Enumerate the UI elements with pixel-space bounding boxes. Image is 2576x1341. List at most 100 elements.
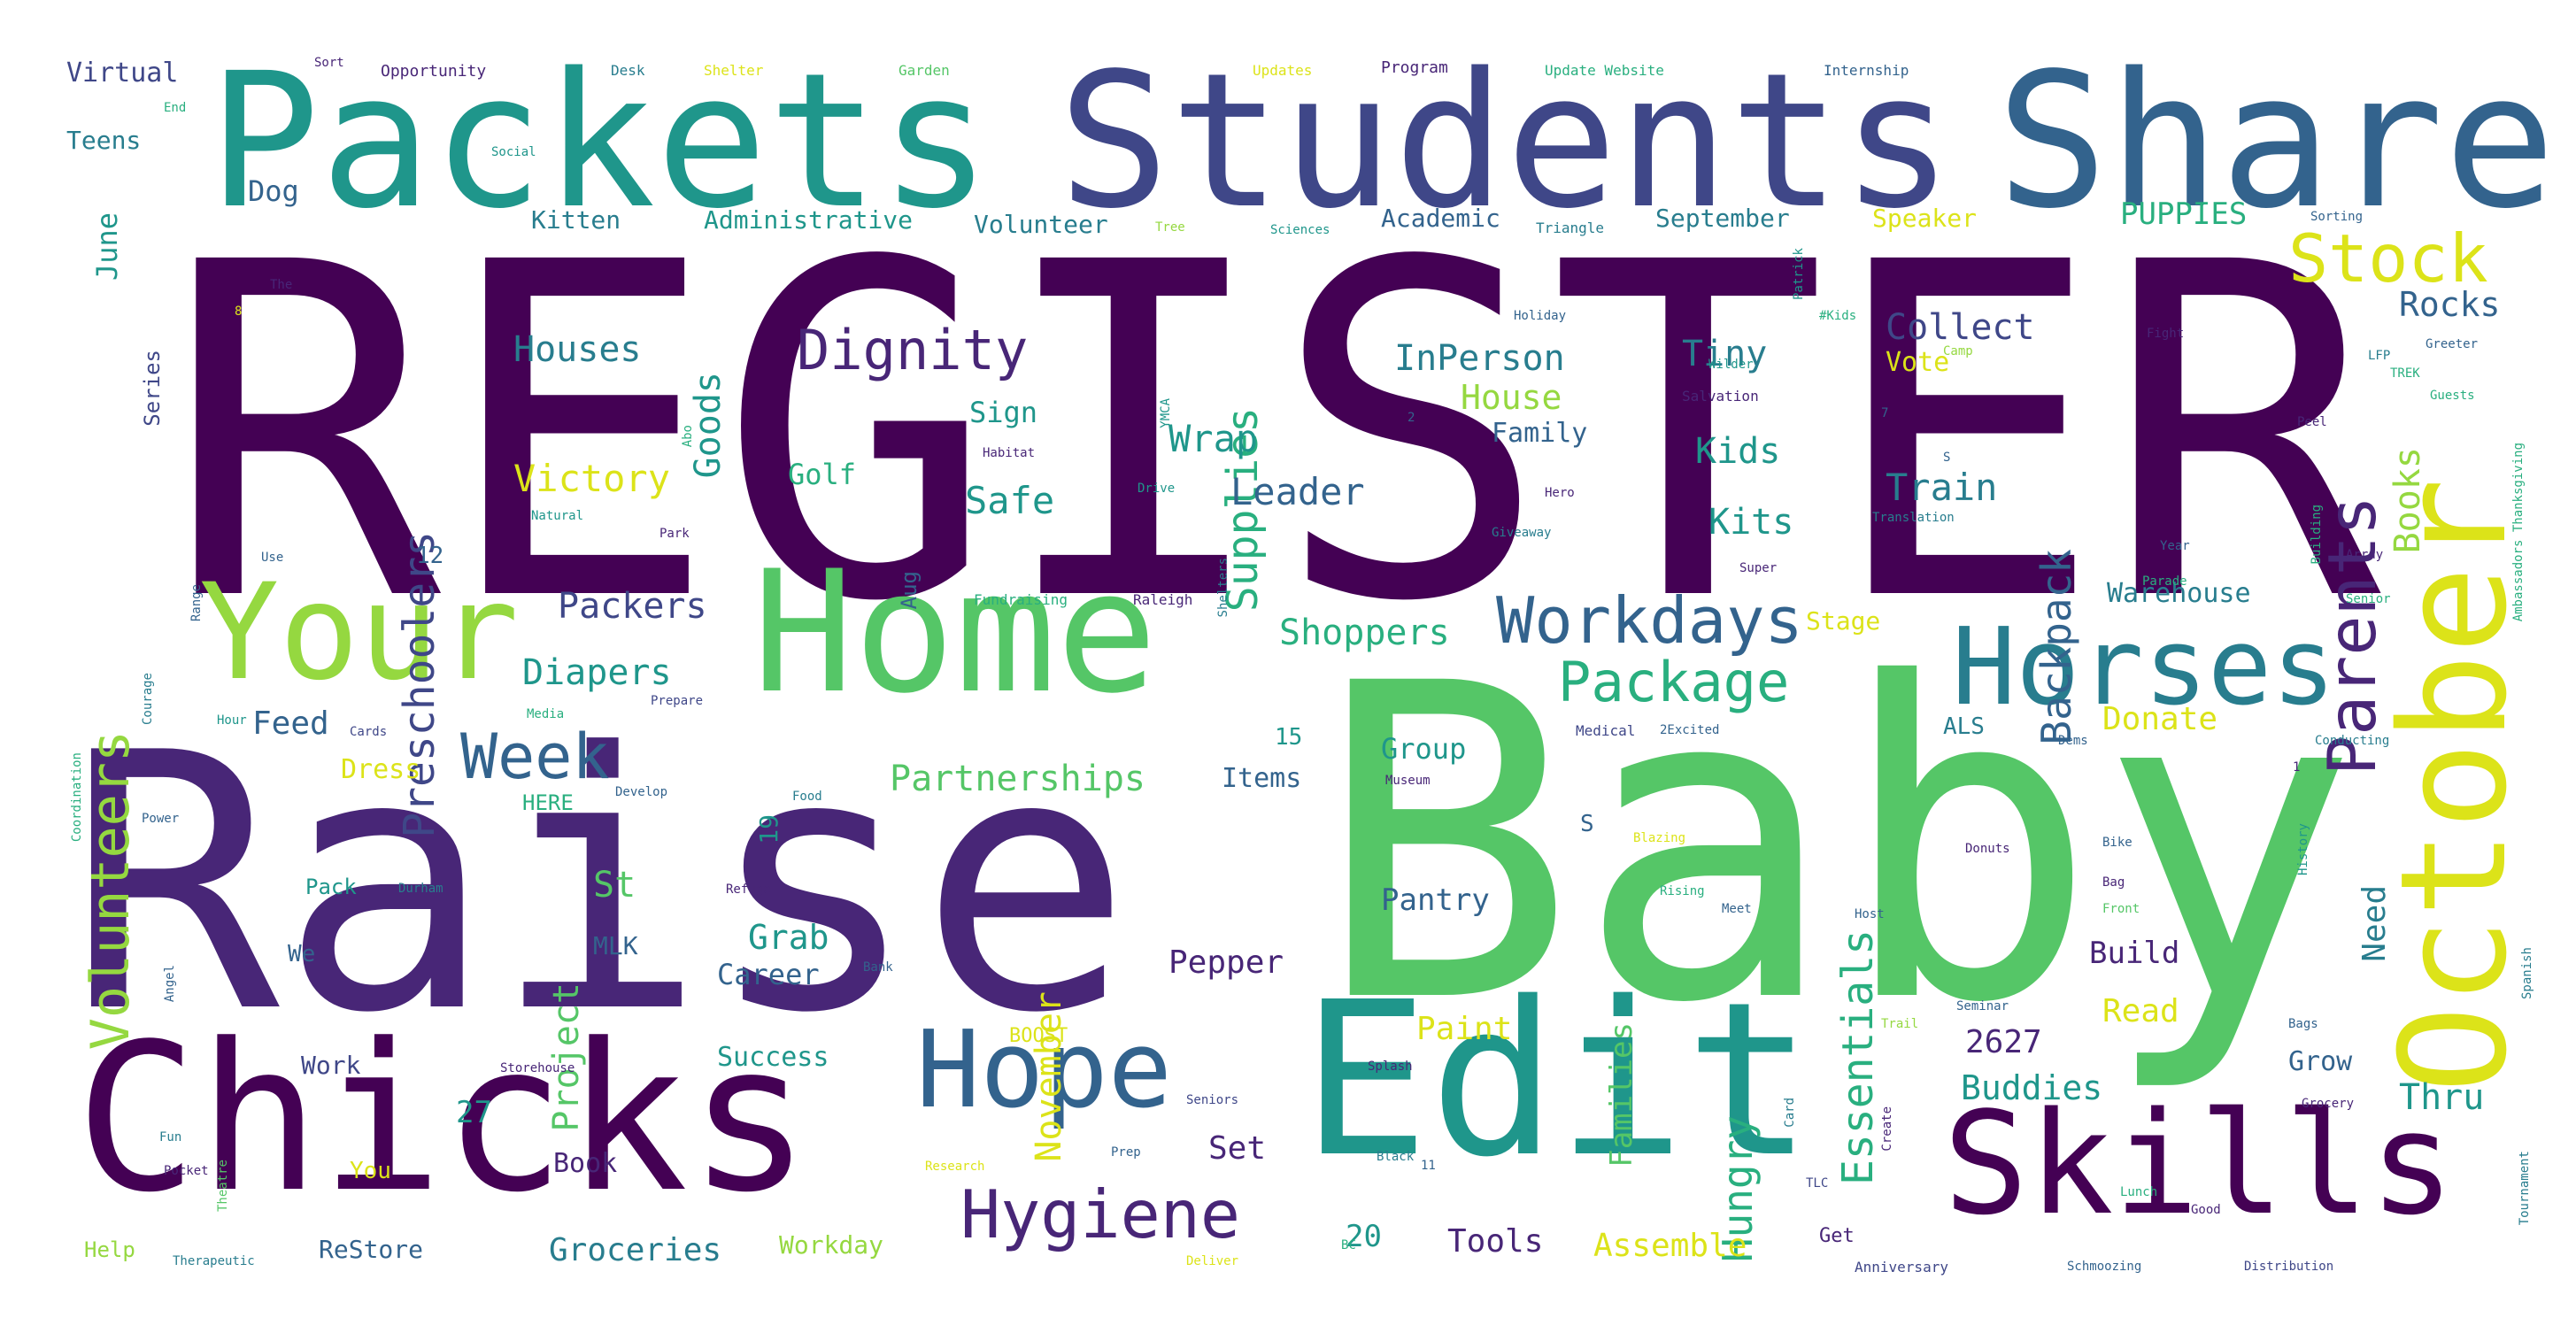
word-donuts: Donuts — [1965, 842, 2010, 856]
word-packets: Packets — [208, 33, 992, 250]
word-deliver: Deliver — [1186, 1254, 1239, 1268]
word-create: Create — [1880, 1106, 1894, 1152]
word-fundraising: Fundraising — [974, 591, 1068, 608]
word-sort: Sort — [314, 56, 344, 70]
word-courage: Courage — [141, 673, 155, 726]
word-share: Share — [1996, 33, 2557, 250]
word-your: Your — [199, 556, 520, 710]
word-here: HERE — [522, 790, 574, 815]
word-pepper: Pepper — [1168, 944, 1284, 981]
word-safe: Safe — [965, 479, 1055, 522]
word-trek: TREK — [2390, 366, 2420, 381]
word-museum: Museum — [1385, 774, 1431, 788]
word-fun: Fun — [159, 1130, 182, 1144]
word-s2: S — [1943, 451, 1951, 465]
word-fight: Fight — [2147, 327, 2185, 341]
word-shelter: Shelter — [704, 62, 764, 79]
word-work: Work — [301, 1051, 361, 1080]
word-teens: Teens — [66, 126, 142, 155]
word-medical: Medical — [1576, 722, 1636, 739]
word-distribution: Distribution — [2244, 1260, 2334, 1274]
word-holiday: Holiday — [1514, 309, 1567, 323]
word-garden: Garden — [899, 62, 950, 79]
word-rocks: Rocks — [2399, 285, 2501, 324]
word-st: St — [593, 865, 636, 906]
word-kids: Kids — [1695, 431, 1781, 472]
word-coordination: Coordination — [70, 752, 84, 843]
word-blazing: Blazing — [1633, 831, 1686, 845]
word-hour: Hour — [217, 713, 247, 728]
word-speaker: Speaker — [1872, 204, 1978, 233]
word-backpack: Backpack — [2032, 549, 2080, 745]
word-books: Books — [2387, 447, 2428, 554]
word-power: Power — [142, 812, 180, 826]
word-bags: Bags — [2288, 1017, 2318, 1031]
word-desk: Desk — [611, 62, 645, 79]
word-anniversary: Anniversary — [1855, 1259, 1948, 1275]
word-storehouse: Storehouse — [500, 1061, 575, 1075]
word-updates: Updates — [1253, 62, 1313, 79]
word-peel: Peel — [2297, 415, 2327, 429]
word-academic: Academic — [1381, 204, 1500, 233]
word-build: Build — [2089, 936, 2180, 971]
word-victory: Victory — [513, 457, 671, 500]
word-opportunity: Opportunity — [381, 62, 487, 81]
word-partnerships: Partnerships — [890, 759, 1145, 799]
word-dignity: Dignity — [797, 318, 1029, 382]
word-theatre: Theatre — [216, 1160, 230, 1213]
word-kitten: Kitten — [531, 205, 621, 235]
word-we: We — [288, 941, 316, 967]
word-houses: Houses — [513, 329, 642, 370]
word-restore: ReStore — [319, 1235, 424, 1264]
word-june: June — [90, 212, 124, 281]
word-patrick: Patrick — [1792, 248, 1806, 301]
word-wrap: Wrap — [1168, 417, 1259, 460]
word-s: S — [1580, 811, 1594, 837]
word-develop: Develop — [615, 785, 668, 799]
word-tournament: Tournament — [2518, 1151, 2532, 1226]
word-aug: Aug — [897, 571, 922, 610]
word-seniors: Seniors — [1186, 1093, 1239, 1107]
word-tree: Tree — [1155, 220, 1185, 235]
word-hero: Hero — [1545, 486, 1575, 500]
word-card: Card — [1783, 1098, 1797, 1128]
word-home: Home — [752, 535, 1158, 730]
word-bc: BC — [1341, 1238, 1356, 1252]
word-natural: Natural — [531, 509, 584, 523]
word-help: Help — [84, 1237, 135, 1262]
word-lunch: Lunch — [2120, 1185, 2158, 1199]
word-senior: Senior — [2346, 592, 2391, 606]
word-triangle: Triangle — [1536, 220, 1605, 236]
word-tiny: Tiny — [1682, 334, 1768, 374]
word-buddies: Buddies — [1961, 1068, 2103, 1107]
word-update-website: Update Website — [1545, 62, 1664, 79]
word-grow: Grow — [2288, 1046, 2353, 1077]
word-dog: Dog — [248, 174, 299, 208]
word-ymca: YMCA — [1159, 398, 1173, 428]
word-skills: Skills — [1943, 1081, 2455, 1246]
word-family: Family — [1492, 418, 1588, 449]
word-horses: Horses — [1952, 606, 2336, 729]
word-n7: 7 — [1881, 406, 1889, 420]
word-week: Week — [460, 721, 610, 793]
word-pocket: Pocket — [164, 1164, 209, 1178]
word-volunteer: Volunteer — [974, 210, 1108, 239]
word-packers: Packers — [558, 586, 707, 627]
word-raleigh: Raleigh — [1133, 591, 1193, 608]
word-internship: Internship — [1824, 62, 1909, 79]
word-black: Black — [1377, 1150, 1415, 1164]
word-baby: Baby — [1315, 592, 2360, 1098]
word-students: Students — [1058, 33, 1954, 250]
word-super: Super — [1739, 561, 1778, 575]
word-media: Media — [527, 707, 565, 721]
word-project: Project — [546, 983, 587, 1132]
word-seminar: Seminar — [1956, 999, 2009, 1013]
word-abo: Abo — [681, 425, 695, 448]
word-n11: 11 — [1421, 1159, 1436, 1173]
word-groceries: Groceries — [549, 1232, 722, 1268]
word-you: You — [350, 1158, 391, 1184]
word-thanksgiving: Ambassadors Thanksgiving — [2511, 443, 2526, 622]
word-success: Success — [717, 1042, 829, 1073]
word-meet: Meet — [1722, 902, 1752, 916]
